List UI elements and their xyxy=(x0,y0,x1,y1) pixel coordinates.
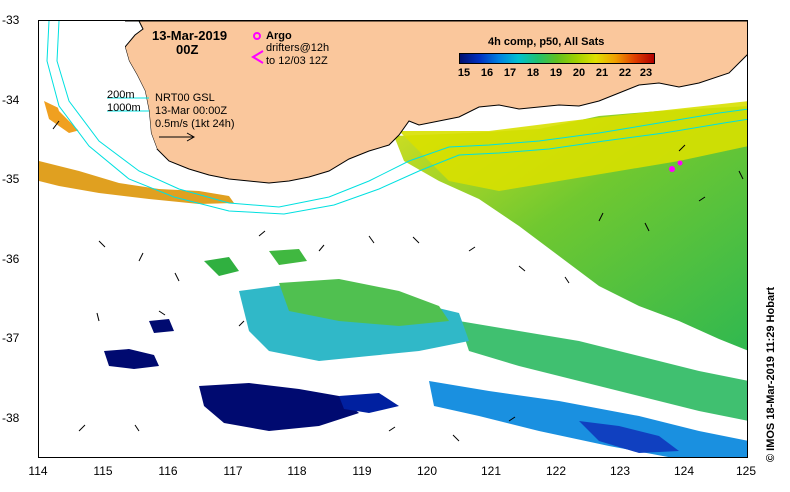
lon-label-123: 123 xyxy=(609,464,631,478)
colorbar-tick-22: 22 xyxy=(618,67,632,79)
map-hour: 00Z xyxy=(176,42,199,57)
sst-patch-central-green xyxy=(279,279,449,326)
sst-patch-darkblue-2 xyxy=(104,349,159,369)
colorbar-tick-16: 16 xyxy=(480,67,494,79)
colorbar-tick-21: 21 xyxy=(595,67,609,79)
argo-marker xyxy=(669,166,675,172)
sst-patch-darkblue-4 xyxy=(339,393,399,413)
west-ocean xyxy=(39,21,157,149)
colorbar-title: 4h comp, p50, All Sats xyxy=(488,36,605,48)
map-frame[interactable] xyxy=(38,20,748,458)
lon-label-114: 114 xyxy=(28,464,48,478)
sst-patch-green-w2 xyxy=(269,249,307,265)
lat-label-34: -34 xyxy=(2,93,20,107)
lon-label-122: 122 xyxy=(545,464,567,478)
sst-patch-darkblue-1 xyxy=(199,383,359,431)
drifters-legend-line1: drifters@12h xyxy=(266,42,330,54)
colorbar-tick-15: 15 xyxy=(457,67,471,79)
colorbar-tick-20: 20 xyxy=(572,67,586,79)
lon-label-119: 119 xyxy=(352,464,372,478)
colorbar-tick-18: 18 xyxy=(526,67,540,79)
sst-patch-blue-se xyxy=(429,381,747,457)
argo-legend-label: Argo xyxy=(266,30,292,42)
lat-label-35: -35 xyxy=(2,172,20,186)
lon-label-125: 125 xyxy=(735,464,757,478)
lon-label-118: 118 xyxy=(287,464,307,478)
lon-label-121: 121 xyxy=(480,464,502,478)
sst-map xyxy=(39,21,747,457)
info-line2: 13-Mar 00:00Z xyxy=(155,105,228,117)
isobath-lines xyxy=(46,21,747,215)
lon-label-120: 120 xyxy=(416,464,438,478)
sst-patch-yellow-band xyxy=(399,101,747,191)
isobath-200m xyxy=(56,21,747,208)
isobath-label-1000m: 1000m xyxy=(107,102,141,114)
lon-label-117: 117 xyxy=(223,464,243,478)
info-line3: 0.5m/s (1kt 24h) xyxy=(155,118,235,130)
colorbar xyxy=(459,53,655,64)
isobath-1000m xyxy=(46,21,747,215)
map-date: 13-Mar-2019 xyxy=(152,28,228,43)
info-line1: NRT00 GSL xyxy=(155,92,215,104)
drifter-legend-symbol xyxy=(251,50,264,64)
argo-marker-2 xyxy=(677,160,683,166)
sst-patch-green-w1 xyxy=(204,257,239,276)
velocity-arrows xyxy=(52,120,744,442)
lat-label-38: -38 xyxy=(2,411,20,425)
scale-arrow xyxy=(159,132,196,142)
lat-label-36: -36 xyxy=(2,252,20,266)
sst-patch-darkblue-se xyxy=(579,421,679,453)
sst-patch-coast-w xyxy=(39,161,234,204)
colorbar-tick-19: 19 xyxy=(549,67,563,79)
lon-label-116: 116 xyxy=(158,464,178,478)
lon-label-115: 115 xyxy=(93,464,113,478)
colorbar-tick-23: 23 xyxy=(639,67,653,79)
sst-patch-mid-green xyxy=(459,321,747,421)
isobath-label-200m: 200m xyxy=(107,89,135,101)
colorbar-tick-17: 17 xyxy=(503,67,517,79)
credit-text: © IMOS 18-Mar-2019 11:29 Hobart xyxy=(765,286,777,462)
lon-label-124: 124 xyxy=(673,464,695,478)
lat-label-37: -37 xyxy=(2,331,20,345)
sst-patch-darkblue-3 xyxy=(149,319,174,333)
lat-label-33: -33 xyxy=(2,13,20,27)
argo-legend-symbol xyxy=(253,32,261,40)
drifters-legend-line2: to 12/03 12Z xyxy=(266,55,328,67)
sst-data-layer xyxy=(39,101,747,457)
